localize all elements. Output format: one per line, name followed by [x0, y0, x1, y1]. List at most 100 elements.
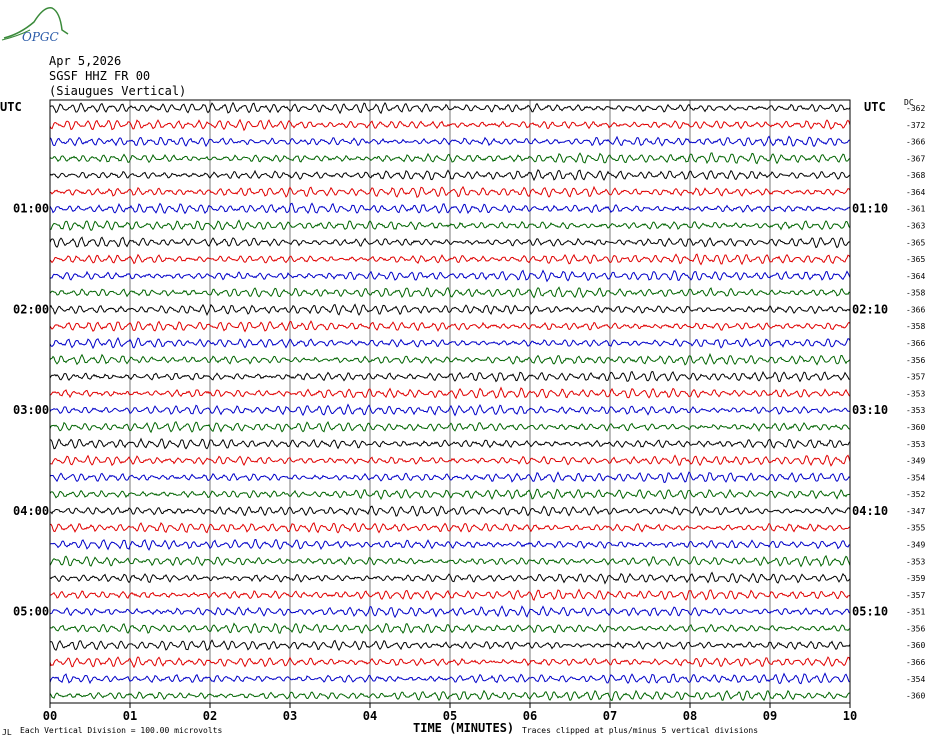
- dc-offset-label: -357: [906, 591, 925, 600]
- dc-offset-label: -354: [906, 675, 925, 684]
- dc-offset-label: -357: [906, 373, 925, 382]
- dc-offset-label: -358: [906, 322, 925, 331]
- seismic-trace: [49, 656, 851, 669]
- logo-mountain-icon: [3, 7, 69, 39]
- x-tick-label: 01: [123, 709, 137, 723]
- x-tick-label: 10: [843, 709, 857, 723]
- dc-offset-label: -368: [906, 171, 925, 180]
- right-time-label: 01:10: [852, 202, 888, 216]
- dc-offset-label: -353: [906, 389, 925, 398]
- seismic-trace: [49, 588, 851, 601]
- dc-header-label: DC: [904, 98, 914, 107]
- clip-note: Traces clipped at plus/minus 5 vertical …: [522, 726, 758, 735]
- x-tick-label: 09: [763, 709, 777, 723]
- seismic-trace: [49, 101, 851, 115]
- x-axis-title: TIME (MINUTES): [413, 721, 514, 735]
- dc-offset-label: -353: [906, 406, 925, 415]
- dc-offset-label: -365: [906, 255, 925, 264]
- seismic-trace: [49, 554, 851, 568]
- dc-offset-label: -349: [906, 540, 925, 549]
- vertical-division-note: Each Vertical Division = 100.00 microvol…: [20, 726, 222, 735]
- time-labels: 01:00 02:00 03:00 04:00 05:00 01:10 02:10 03:10…: [13, 202, 888, 619]
- x-tick-label: 00: [43, 709, 57, 723]
- seismic-trace: [49, 403, 851, 417]
- dc-offset-label: -352: [906, 490, 925, 499]
- dc-offset-label: -356: [906, 356, 925, 365]
- seismic-trace: [49, 386, 851, 400]
- right-time-label: 02:10: [852, 302, 888, 316]
- dc-offset-label: -351: [906, 608, 925, 617]
- seismic-trace: [49, 253, 851, 266]
- dc-offset-label: -364: [906, 272, 925, 281]
- x-tick-label: 03: [283, 709, 297, 723]
- location-label: (Siaugues Vertical): [49, 84, 187, 98]
- seismic-trace: [49, 352, 851, 366]
- seismic-trace: [49, 672, 851, 685]
- dc-offset-label: -362: [906, 104, 925, 113]
- seismic-trace: [49, 185, 851, 198]
- x-tick-label: 04: [363, 709, 377, 723]
- seismic-trace: [49, 571, 851, 585]
- seismic-trace: [49, 169, 851, 182]
- seismic-trace: [49, 286, 851, 299]
- seismic-trace: [49, 135, 851, 148]
- dc-offset-label: -358: [906, 289, 925, 298]
- seismic-trace: [49, 522, 851, 534]
- right-time-label: 04:10: [852, 504, 888, 518]
- opgc-logo: OPGC: [1, 7, 69, 44]
- dc-offset-label: -366: [906, 339, 925, 348]
- x-tick-label: 08: [683, 709, 697, 723]
- seismic-trace: [49, 605, 851, 619]
- seismic-trace: [49, 303, 851, 317]
- seismic-trace: [49, 337, 851, 350]
- seismic-trace: [49, 471, 851, 484]
- dc-offset-label: -366: [906, 658, 925, 667]
- dc-offset-label: -347: [906, 507, 925, 516]
- plot-grid: [129, 100, 771, 703]
- right-utc-label: UTC: [864, 100, 886, 114]
- dc-offset-labels: -362 -372 -366 -367 -368 -364 -361 -363 -365 -365…: [906, 104, 925, 701]
- dc-offset-label: -363: [906, 222, 925, 231]
- seismic-trace: [49, 420, 851, 434]
- right-time-label: 05:10: [852, 605, 888, 619]
- seismic-trace: [49, 236, 851, 249]
- dc-offset-label: -372: [906, 121, 925, 130]
- seismic-trace: [49, 538, 851, 551]
- footer-mark: JL: [2, 728, 12, 737]
- seismic-trace: [49, 639, 851, 651]
- seismic-trace: [49, 219, 851, 232]
- seismic-traces: [49, 101, 851, 702]
- x-tick-label: 07: [603, 709, 617, 723]
- station-label: SGSF HHZ FR 00: [49, 69, 151, 83]
- date-label: Apr 5,2026: [49, 54, 122, 68]
- right-time-label: 03:10: [852, 403, 888, 417]
- dc-offset-label: -360: [906, 641, 925, 650]
- dc-offset-label: -354: [906, 473, 925, 482]
- dc-offset-label: -355: [906, 524, 925, 533]
- dc-offset-label: -353: [906, 557, 925, 566]
- dc-offset-label: -360: [906, 692, 925, 701]
- left-time-label: 03:00: [13, 403, 49, 417]
- seismic-trace: [49, 118, 851, 132]
- x-axis-ticks: 00 01 02 03 04 05 06 07 08 09 10: [43, 703, 857, 723]
- seismic-trace: [49, 454, 851, 467]
- x-tick-label: 05: [443, 709, 457, 723]
- left-time-label: 04:00: [13, 504, 49, 518]
- dc-offset-label: -365: [906, 238, 925, 247]
- dc-offset-label: -356: [906, 624, 925, 633]
- dc-offset-label: -366: [906, 138, 925, 147]
- dc-offset-label: -361: [906, 205, 925, 214]
- seismic-trace: [49, 269, 851, 283]
- dc-offset-label: -367: [906, 154, 925, 163]
- dc-offset-label: -360: [906, 423, 925, 432]
- seismic-trace: [49, 505, 851, 517]
- seismic-trace: [49, 320, 851, 333]
- logo-text: OPGC: [22, 30, 59, 44]
- seismic-trace: [49, 370, 851, 383]
- left-utc-label: UTC: [0, 100, 22, 114]
- x-tick-label: 02: [203, 709, 217, 723]
- dc-offset-label: -359: [906, 574, 925, 583]
- seismic-trace: [49, 488, 851, 500]
- seismic-trace: [49, 689, 851, 702]
